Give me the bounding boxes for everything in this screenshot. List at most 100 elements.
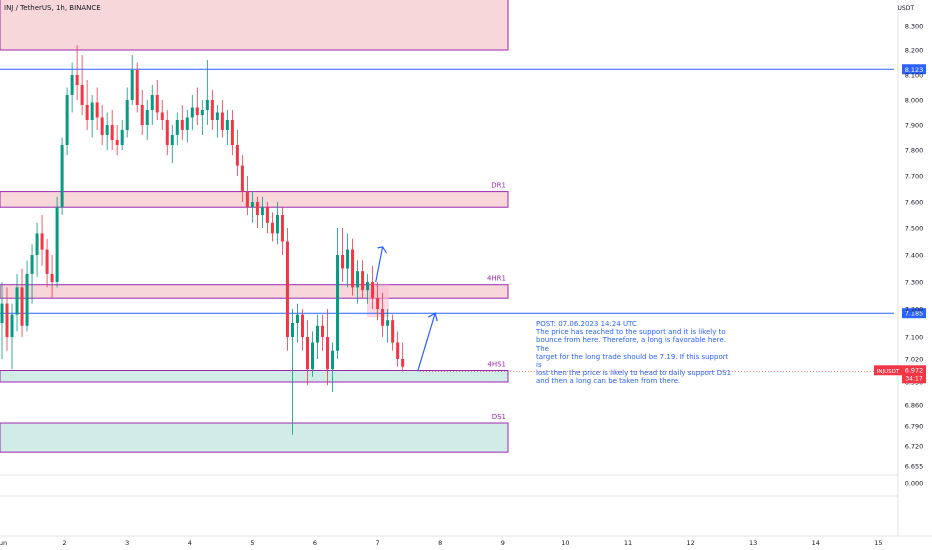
candle-body xyxy=(255,202,259,215)
candle-body xyxy=(105,125,109,135)
x-tick-label: 8 xyxy=(438,539,442,547)
x-tick-label: Jun xyxy=(0,539,7,547)
y-tick-label: 6.720 xyxy=(905,443,924,451)
candle-body xyxy=(55,207,59,282)
candle-body xyxy=(356,271,360,288)
candle-body xyxy=(321,325,325,337)
candle-body xyxy=(45,249,49,274)
candle-body xyxy=(185,117,189,130)
candle-body xyxy=(50,273,54,282)
x-tick-label: 10 xyxy=(561,539,569,547)
candle-body xyxy=(100,117,104,135)
candle-body xyxy=(250,202,254,208)
level-badge xyxy=(902,64,926,75)
note-line: and then a long can be taken from there. xyxy=(536,377,681,386)
candle-body xyxy=(60,145,64,208)
candle-body xyxy=(396,342,400,359)
y-tick-label: 8.200 xyxy=(905,47,924,55)
x-tick-label: 9 xyxy=(501,539,505,547)
candle-body xyxy=(331,350,335,370)
zone-label: 4HS1 xyxy=(487,361,506,369)
candle-body xyxy=(10,314,14,337)
candle-body xyxy=(230,120,234,145)
candle-body xyxy=(376,298,380,309)
candle-body xyxy=(190,107,194,118)
x-tick-label: 12 xyxy=(686,539,694,547)
y-tick-label: 7.020 xyxy=(905,356,924,364)
candle-body xyxy=(65,95,69,145)
y-tick-label: 7.800 xyxy=(905,147,924,155)
y-tick-label: 6.655 xyxy=(905,463,924,471)
level-badge xyxy=(902,308,926,319)
candle-body xyxy=(75,75,79,85)
zone-label: DS1 xyxy=(492,413,506,421)
candle-body xyxy=(260,207,264,215)
symbol-badge xyxy=(874,365,902,376)
candle-body xyxy=(0,303,4,323)
x-tick-label: 14 xyxy=(812,539,820,547)
candle-body xyxy=(290,323,294,337)
y-tick-label: 7.100 xyxy=(905,334,924,342)
candle-body xyxy=(30,255,34,274)
zone-box xyxy=(0,284,509,299)
candle-body xyxy=(220,112,224,130)
candle-body xyxy=(15,287,19,315)
candle-body xyxy=(90,102,94,120)
candle-body xyxy=(240,165,244,192)
zone-label: 4HR1 xyxy=(487,275,506,283)
candle-body xyxy=(225,120,229,130)
x-tick-label: 4 xyxy=(188,539,192,547)
price-badge-countdown: 34:17 xyxy=(905,375,922,382)
candle-body xyxy=(300,314,304,337)
candle-body xyxy=(326,337,330,370)
y-tick-label: 7.300 xyxy=(905,279,924,287)
y-tick-label: 6.790 xyxy=(905,423,924,431)
candle-body xyxy=(110,125,114,140)
candle-body xyxy=(80,85,84,105)
y-tick-label: 0.000 xyxy=(905,480,924,488)
x-tick-label: 11 xyxy=(624,539,632,547)
y-tick-label: 7.500 xyxy=(905,225,924,233)
swing-arrow xyxy=(375,246,384,283)
candle-body xyxy=(305,337,309,370)
level-badge-text: 8.123 xyxy=(905,66,924,74)
analysis-note: POST: 07.06.2023 14:24 UTC The price has… xyxy=(536,320,736,386)
x-tick-label: 6 xyxy=(313,539,317,547)
y-tick-label: 8.100 xyxy=(905,72,924,80)
y-tick-label: 8.300 xyxy=(905,23,924,31)
projection-arrow xyxy=(417,313,436,372)
candle-body xyxy=(295,314,299,323)
candle-body xyxy=(175,120,179,135)
candle-body xyxy=(275,215,279,234)
y-tick-label: 6.860 xyxy=(905,402,924,410)
candle-body xyxy=(205,100,209,110)
candle-body xyxy=(210,100,214,120)
candle-body xyxy=(130,70,134,100)
candle-body xyxy=(25,273,29,326)
candle-body xyxy=(135,70,139,105)
chart-title: INJ / TetherUS, 1h, BINANCE xyxy=(4,4,101,12)
candle-body xyxy=(195,107,199,115)
candle-body xyxy=(235,145,239,166)
x-tick-label: 15 xyxy=(874,539,882,547)
candle-body xyxy=(371,282,375,299)
y-tick-label: 7.600 xyxy=(905,199,924,207)
note-line: target for the long trade should be 7.19… xyxy=(536,352,729,370)
price-badge xyxy=(902,365,926,384)
zone-box xyxy=(0,0,509,51)
candle-body xyxy=(285,241,289,337)
candle-body xyxy=(155,95,159,113)
candle-body xyxy=(381,309,385,326)
candle-body xyxy=(351,249,355,288)
candle-body xyxy=(145,110,149,125)
y-tick-label: 7.900 xyxy=(905,122,924,130)
candle-body xyxy=(120,130,124,145)
x-tick-label: 5 xyxy=(250,539,254,547)
candle-body xyxy=(245,191,249,208)
candle-body xyxy=(280,215,284,242)
candle-body xyxy=(265,207,269,223)
candle-body xyxy=(270,222,274,234)
note-line: The price has reached to the support and… xyxy=(536,328,726,337)
symbol-badge-text: INJUSDT xyxy=(877,369,900,375)
